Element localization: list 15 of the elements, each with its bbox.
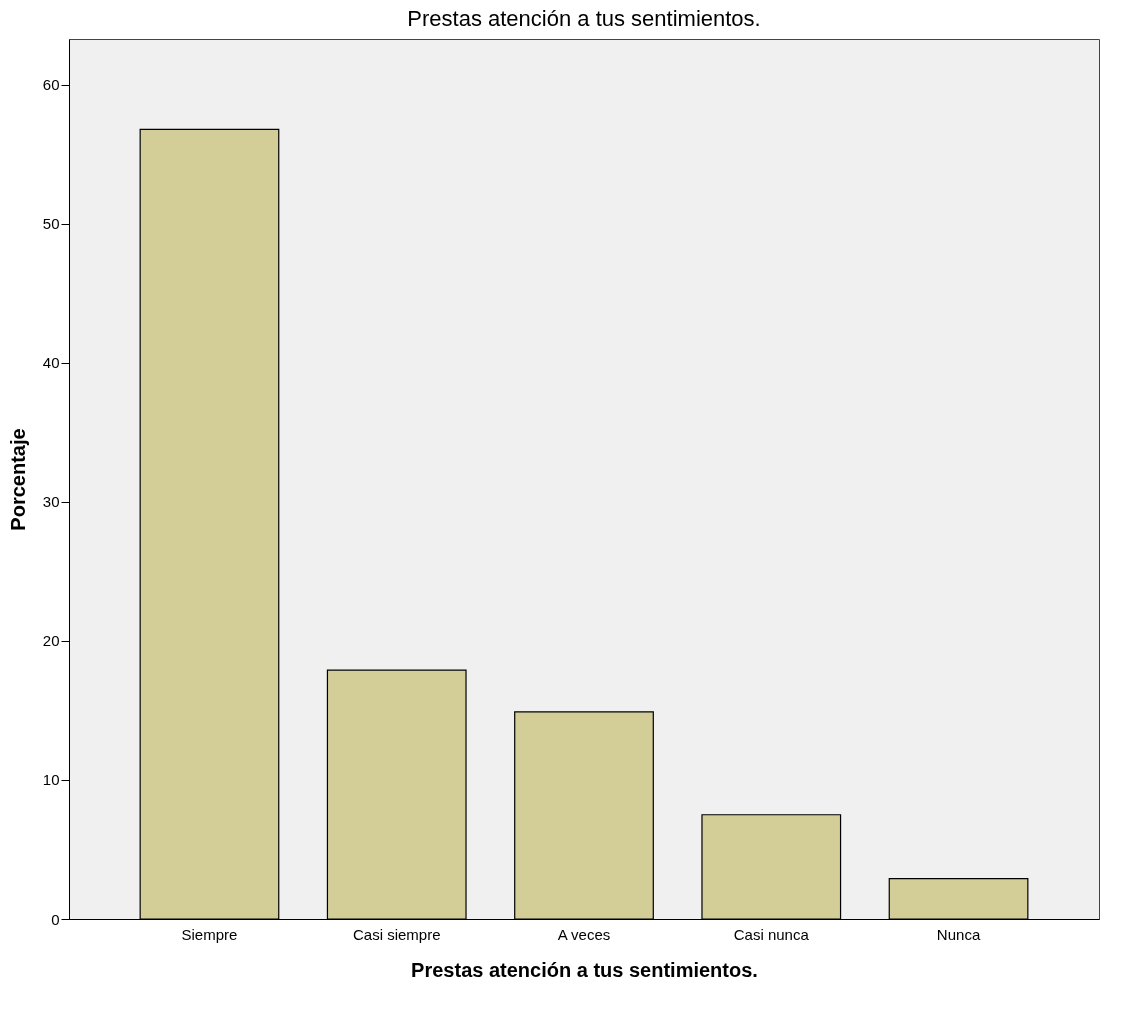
x-tick-label: Siempre — [181, 925, 238, 943]
x-tick-label: Casi siempre — [352, 925, 441, 943]
x-axis-title: Prestas atención a tus sentimientos. — [411, 958, 758, 981]
y-tick-label: 40 — [42, 354, 60, 372]
y-axis-title: Porcentaje — [6, 428, 29, 531]
x-tick-label: Casi nunca — [733, 925, 810, 943]
x-tick-label: Nunca — [936, 925, 981, 943]
y-tick-label: 0 — [51, 910, 60, 928]
y-tick-label: 10 — [42, 771, 60, 789]
y-tick-label: 30 — [42, 493, 60, 511]
y-tick-label: 20 — [42, 632, 60, 650]
y-tick-label: 60 — [42, 76, 60, 94]
chart-title: Prestas atención a tus sentimientos. — [407, 6, 761, 31]
y-tick-label: 50 — [42, 215, 60, 233]
x-tick-label: A veces — [557, 925, 611, 943]
